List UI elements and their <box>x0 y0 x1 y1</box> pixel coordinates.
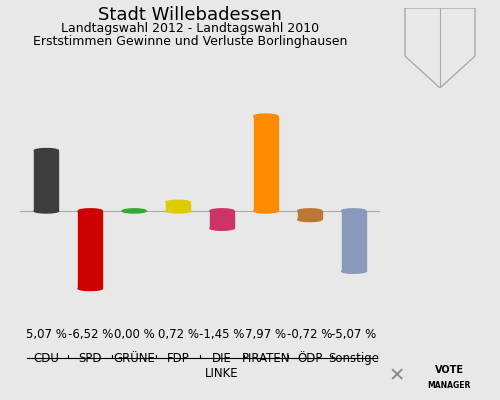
Text: VOTE: VOTE <box>435 365 464 375</box>
Text: 7,97 %: 7,97 % <box>246 328 286 341</box>
Ellipse shape <box>298 209 322 213</box>
Bar <box>254 116 278 211</box>
Bar <box>298 211 322 220</box>
Ellipse shape <box>210 209 234 213</box>
Ellipse shape <box>254 209 278 213</box>
Ellipse shape <box>166 200 190 204</box>
Ellipse shape <box>210 226 234 230</box>
Text: -6,52 %: -6,52 % <box>68 328 113 341</box>
Text: ✕: ✕ <box>388 366 405 386</box>
Bar <box>210 211 234 228</box>
Ellipse shape <box>122 209 146 213</box>
Text: ÖDP: ÖDP <box>297 352 322 365</box>
Text: DIE
LINKE: DIE LINKE <box>205 352 239 380</box>
Text: FDP: FDP <box>166 352 190 365</box>
Text: GRÜNE: GRÜNE <box>113 352 155 365</box>
Ellipse shape <box>34 148 58 153</box>
Ellipse shape <box>78 286 102 290</box>
Text: PIRATEN: PIRATEN <box>242 352 290 365</box>
Text: -1,45 %: -1,45 % <box>200 328 244 341</box>
Ellipse shape <box>254 114 278 118</box>
Bar <box>34 151 58 211</box>
Ellipse shape <box>166 209 190 213</box>
Text: MANAGER: MANAGER <box>428 382 471 390</box>
Text: SPD: SPD <box>78 352 102 365</box>
Text: Erststimmen Gewinne und Verluste Borlinghausen: Erststimmen Gewinne und Verluste Borling… <box>33 35 347 48</box>
Text: 0,72 %: 0,72 % <box>158 328 198 341</box>
Ellipse shape <box>342 269 365 273</box>
Ellipse shape <box>298 217 322 222</box>
Text: 0,00 %: 0,00 % <box>114 328 154 341</box>
Text: -5,07 %: -5,07 % <box>331 328 376 341</box>
Text: CDU: CDU <box>34 352 60 365</box>
Text: Stadt Willebadessen: Stadt Willebadessen <box>98 6 282 24</box>
Text: 5,07 %: 5,07 % <box>26 328 67 341</box>
Ellipse shape <box>78 209 102 213</box>
Text: Landtagswahl 2012 - Landtagswahl 2010: Landtagswahl 2012 - Landtagswahl 2010 <box>61 22 319 35</box>
Text: Sonstige: Sonstige <box>328 352 379 365</box>
Bar <box>166 202 190 211</box>
Ellipse shape <box>342 209 365 213</box>
Ellipse shape <box>34 209 58 213</box>
Bar <box>342 211 365 271</box>
Text: -0,72 %: -0,72 % <box>287 328 333 341</box>
Bar <box>78 211 102 288</box>
